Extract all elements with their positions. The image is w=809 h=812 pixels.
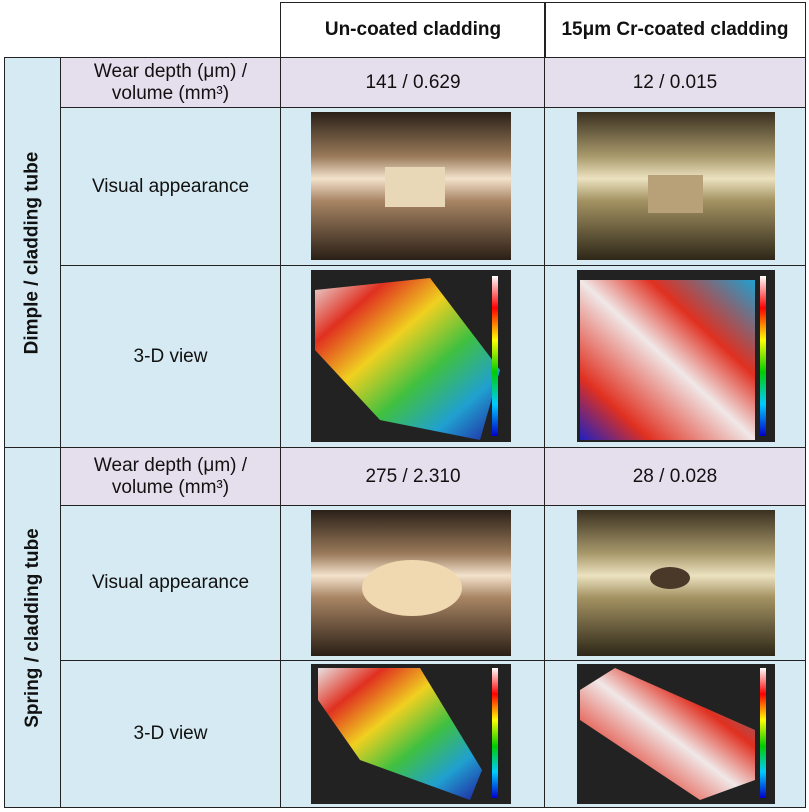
row-label-text: Wear depth (μm) / volume (mm³) — [93, 60, 248, 104]
row-label-text: Wear depth (μm) / volume (mm³) — [93, 454, 248, 498]
row-label: Wear depth (μm) / volume (mm³) — [60, 57, 281, 108]
value-text: 141 / 0.629 — [365, 71, 461, 93]
photo — [311, 112, 511, 260]
photo — [311, 510, 511, 656]
row-label: 3-D view — [60, 265, 281, 448]
value-text: 12 / 0.015 — [632, 71, 718, 93]
value-cell: 28 / 0.028 — [544, 447, 806, 506]
3d-view — [311, 270, 511, 442]
value-text: 275 / 2.310 — [365, 465, 461, 487]
column-header-text: Un-coated cladding — [324, 19, 502, 40]
photo — [577, 112, 775, 260]
value-cell: 275 / 2.310 — [280, 447, 546, 506]
row-label-text: 3-D view — [133, 723, 208, 744]
row-label: 3-D view — [60, 660, 281, 808]
3d-view — [577, 664, 775, 804]
photo — [577, 510, 775, 656]
value-text: 28 / 0.028 — [632, 465, 718, 487]
row-label: Visual appearance — [60, 505, 281, 661]
row-label-text: Visual appearance — [91, 572, 250, 593]
column-header-text: 15μm Cr-coated cladding — [561, 19, 789, 40]
group-label-cell: Dimple / cladding tube — [4, 57, 61, 448]
3d-view — [311, 664, 511, 804]
row-label-text: Visual appearance — [91, 175, 250, 197]
value-cell: 12 / 0.015 — [544, 57, 806, 108]
row-label: Wear depth (μm) / volume (mm³) — [60, 447, 281, 506]
row-label-text: 3-D view — [133, 345, 208, 367]
3d-view — [577, 270, 775, 442]
